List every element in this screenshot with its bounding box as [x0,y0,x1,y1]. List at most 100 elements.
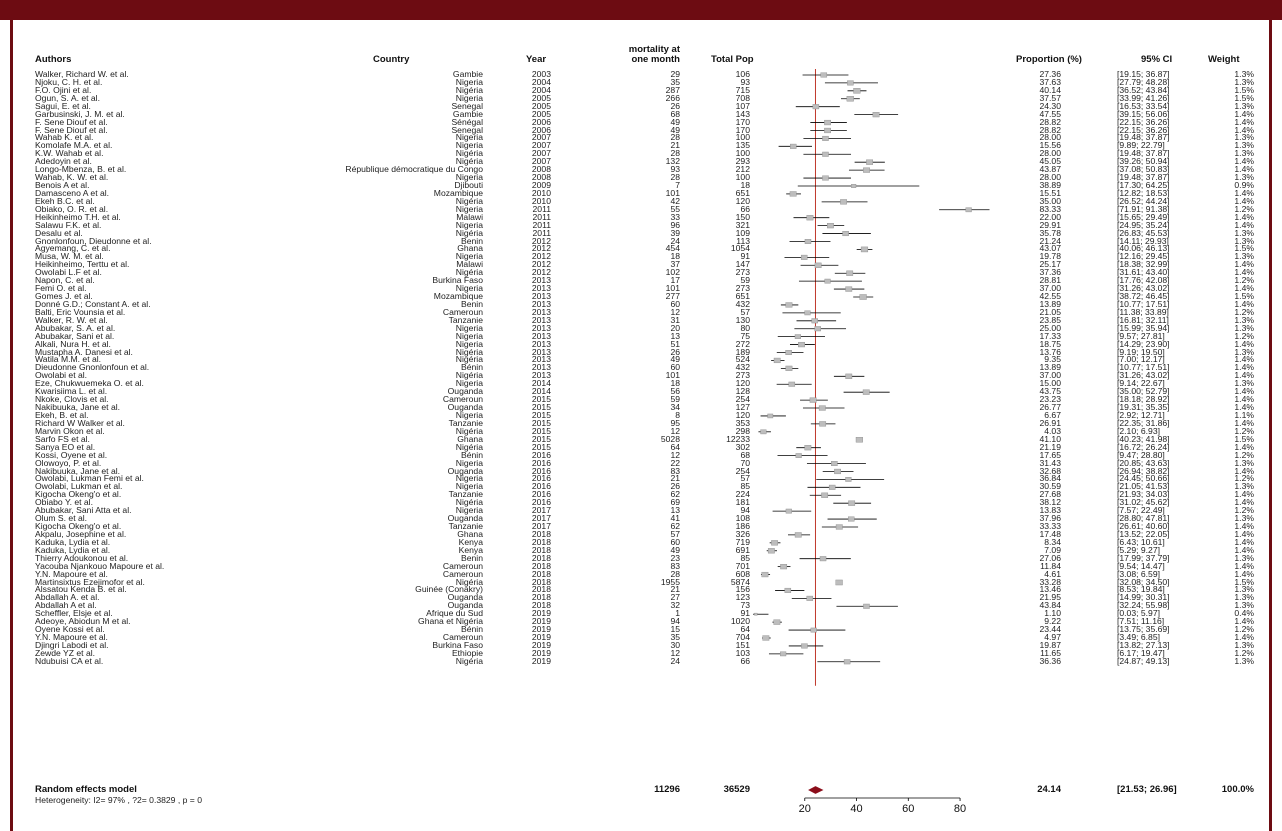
study-total: 273 [735,370,750,381]
point-estimate-box [804,310,811,316]
point-estimate-box [819,421,827,427]
study-author: F. Sene Diouf et al. [35,124,108,135]
study-year: 2006 [531,116,551,127]
study-weight: 1.4% [1234,568,1254,579]
study-country: Gambie [452,108,483,119]
study-total: 57 [740,306,750,317]
study-country: Ghana et Nigéria [418,616,483,627]
study-proportion: 6.67 [1044,409,1061,420]
top-bar [0,0,1282,20]
point-estimate-box [820,72,828,78]
study-proportion: 43.75 [1039,386,1061,397]
point-estimate-box [848,516,855,522]
point-estimate-box [872,112,880,118]
study-row: Owolabi L.F et al. Nigéria 2012 102 273 37.36… [13,267,1275,278]
study-row: Adedoyin et al. Nigéria 2007 132 293 45.05 [39… [13,156,1275,167]
study-total: 701 [735,560,750,571]
study-weight: 1.3% [1234,481,1254,492]
study-author: Kigocha Okeng'o et al. [35,489,122,500]
study-row: Akpalu, Josephine et al. Ghana 2018 57 326 17… [13,530,1275,539]
study-country: Kenya [458,536,483,547]
study-events: 266 [665,92,680,103]
study-total: 73 [740,600,750,611]
study-proportion: 38.12 [1039,497,1061,508]
point-estimate-box [847,80,854,86]
study-country: Nigéria [455,354,483,365]
study-proportion: 26.77 [1039,402,1061,413]
study-weight: 0.9% [1234,180,1254,191]
study-weight: 1.3% [1234,378,1254,389]
study-total: 432 [735,362,750,373]
study-events: 26 [670,100,680,111]
study-year: 2017 [531,521,551,531]
study-year: 2013 [531,298,551,309]
study-year: 2012 [531,243,551,254]
study-author: Owolabi, Lukman et al. [35,481,123,492]
study-weight: 1.3% [1234,148,1254,159]
study-country: Nigéria [455,497,483,508]
header-mortality-line1: mortality at [628,44,680,55]
study-author: Nakibuuka, Jane et al. [35,465,121,476]
study-weight: 1.3% [1234,639,1254,650]
study-weight: 1.3% [1234,100,1254,111]
study-year: 2014 [531,378,551,389]
study-ci: [3.08; 6.59] [1117,568,1161,579]
study-proportion: 23.44 [1039,624,1061,635]
study-proportion: 19.87 [1039,639,1061,650]
study-proportion: 13.89 [1039,362,1061,373]
study-row: Wahab K. et al. Nigeria 2007 28 100 28.00 [19.… [13,132,1275,143]
study-ci: [37.08; 50.83] [1117,164,1170,175]
study-events: 132 [665,156,680,167]
study-country: Tanzanie [448,521,483,531]
point-estimate-box [795,453,802,458]
study-year: 2017 [531,505,551,516]
study-proportion: 17.65 [1039,449,1061,460]
study-row: Obiako, O. R. et al. Nigeria 2011 55 66 83.33… [13,205,1275,214]
study-country: Nigeria [455,330,483,341]
study-proportion: 19.78 [1039,251,1061,262]
study-row: Heikinheimo T.H. et al. Malawi 2011 33 150 22… [13,212,1275,222]
study-row: Abubakar, Sani Atta et al. Nigeria 2017 13 9… [13,505,1275,516]
study-events: 49 [670,544,680,555]
study-weight: 1.4% [1234,164,1254,175]
study-total: 108 [735,513,750,524]
study-total: 212 [735,164,750,175]
study-country: Nigeria [455,132,483,143]
study-year: 2019 [531,647,551,658]
study-ci: [22.35; 31.86] [1117,417,1170,428]
study-events: 28 [670,172,680,183]
study-country: Nigéria [455,195,483,206]
study-ci: [31.26; 43.02] [1117,370,1170,381]
study-year: 2013 [531,291,551,302]
study-author: Kaduka, Lydia et al. [35,544,111,555]
study-row: Heikinheimo, Terttu et al. Malawi 2012 37 14… [13,260,1275,269]
study-events: 24 [670,235,680,246]
study-country: Ouganda [447,592,483,603]
study-ci: [9.57; 27.81] [1117,330,1165,341]
study-year: 2012 [531,267,551,278]
study-events: 60 [670,536,680,547]
study-total: 302 [735,441,750,452]
study-author: Komolafe M.A. et al. [35,140,113,151]
study-author: Owolabi et al. [35,370,88,381]
study-proportion: 36.36 [1039,655,1061,666]
study-total: 293 [735,156,750,167]
study-weight: 1.3% [1234,235,1254,246]
study-total: 353 [735,417,750,428]
point-estimate-box [822,135,829,141]
study-proportion: 23.85 [1039,314,1061,325]
study-total: 181 [735,497,750,508]
study-row: Kossi, Oyene et al. Bénin 2016 12 68 17.65 [9.… [13,449,1275,460]
study-year: 2016 [531,465,551,476]
study-total: 106 [735,69,750,79]
study-ci: [31.02; 45.62] [1117,497,1170,508]
point-estimate-box [824,127,831,134]
point-estimate-box [785,302,793,308]
study-row: Olum S. et al. Ouganda 2017 41 108 37.96 [28.8… [13,513,1275,524]
study-weight: 1.4% [1234,544,1254,555]
study-proportion: 4.61 [1044,568,1061,579]
study-events: 13 [670,505,680,516]
study-total: 18 [740,180,750,191]
study-total: 143 [735,108,750,119]
study-ci: [24.95; 35.24] [1117,219,1170,230]
